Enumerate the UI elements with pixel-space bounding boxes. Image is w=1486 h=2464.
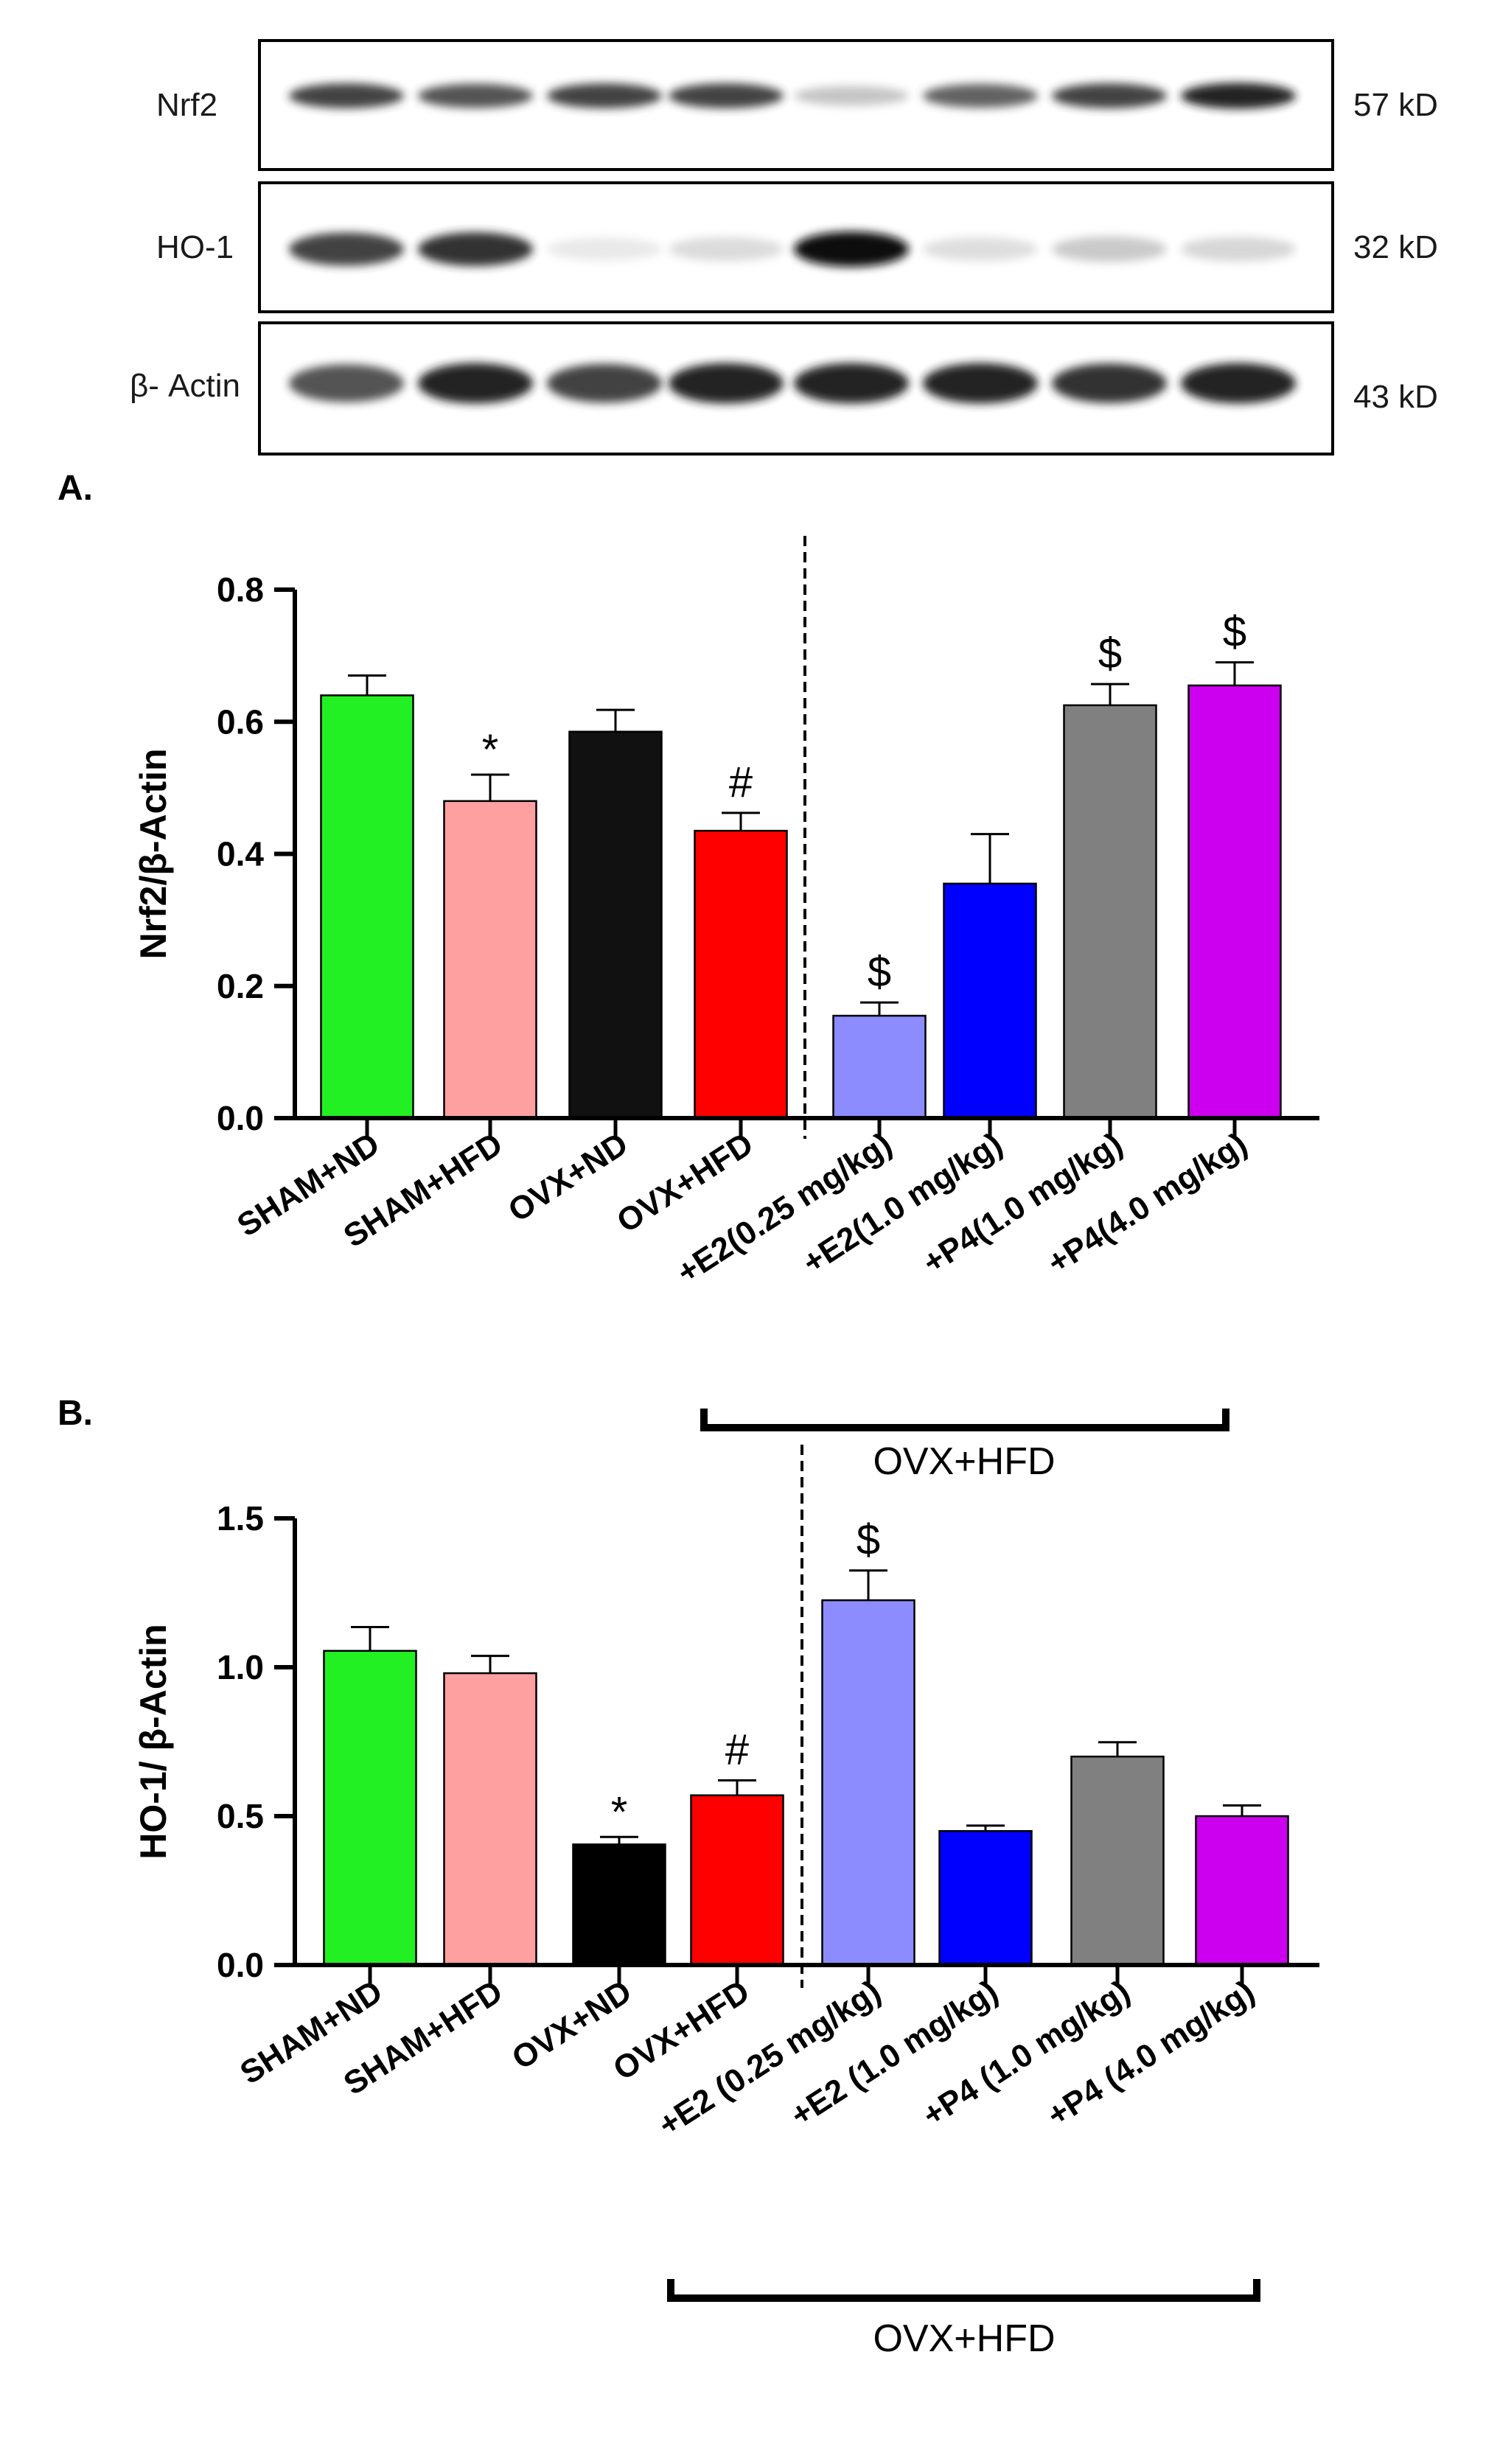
blot-band (794, 363, 909, 404)
blot-band (547, 83, 662, 108)
group-bracket (700, 1409, 1229, 1431)
y-tick-label: 0.0 (217, 1099, 264, 1137)
category-label: +P4(1.0 mg/kg) (916, 1125, 1129, 1281)
significance-mark: $ (1098, 629, 1122, 677)
chart-ho1: *#$0.00.51.01.5SHAM+NDSHAM+HFDOVX+NDOVX+… (133, 1445, 1319, 2360)
blot-band (1052, 363, 1167, 403)
bar (323, 1650, 417, 1966)
blot-band (669, 237, 784, 262)
bar (943, 882, 1037, 1120)
blot-band (923, 83, 1038, 108)
y-tick-label: 0.2 (217, 967, 264, 1005)
blot-protein-actin: β- Actin (130, 368, 240, 404)
bracket-label: OVX+HFD (873, 2317, 1055, 2360)
blot-protein-ho1: HO-1 (156, 229, 234, 265)
y-axis-label: HO-1/ β-Actin (133, 1624, 174, 1859)
blot-band (289, 83, 404, 108)
blot-band (1052, 83, 1167, 108)
blot-band (418, 83, 533, 108)
blot-band (1052, 236, 1167, 262)
significance-mark: $ (1223, 608, 1246, 656)
blot-band (923, 237, 1038, 262)
y-tick-label: 1.0 (217, 1648, 264, 1686)
blot-size-nrf2: 57 kD (1353, 87, 1438, 123)
y-tick-label: 0.5 (217, 1797, 264, 1835)
significance-mark: $ (857, 1516, 880, 1564)
significance-mark: * (482, 726, 499, 774)
bar (320, 694, 414, 1120)
blot-band (1181, 83, 1296, 109)
bands-nrf2 (289, 83, 1296, 109)
group-bracket (667, 2279, 1260, 2302)
blot-band (1181, 363, 1296, 404)
significance-mark: # (729, 758, 753, 806)
panel-a-letter: A. (57, 469, 93, 508)
blot-band (794, 231, 909, 267)
blot-band (547, 363, 662, 403)
bar (1187, 684, 1282, 1120)
y-tick-label: 0.4 (217, 835, 264, 873)
y-tick-label: 1.5 (217, 1499, 264, 1538)
blot-size-actin: 43 kD (1353, 379, 1438, 415)
blot-band (923, 363, 1038, 404)
bands-actin (289, 363, 1296, 404)
significance-mark: * (611, 1788, 628, 1836)
bar (821, 1599, 915, 1966)
bar (1195, 1815, 1289, 1966)
category-label: +E2 (0.25 mg/kg) (652, 1973, 887, 2143)
chart-nrf2: *#$$ $0.00.20.40.60.8SHAM+NDSHAM+HFDOVX+N… (133, 536, 1319, 1483)
bar (938, 1829, 1033, 1966)
significance-mark: # (725, 1726, 749, 1774)
bar (694, 829, 788, 1120)
bar (568, 730, 663, 1120)
y-axis-label: Nrf2/β-Actin (133, 748, 174, 959)
blot-band (669, 83, 784, 108)
blot-band (547, 237, 662, 261)
blot-band (794, 85, 909, 106)
blot-band (669, 363, 784, 404)
blot-size-ho1: 32 kD (1353, 229, 1438, 265)
category-label: +P4 (4.0 mg/kg) (1041, 1973, 1260, 2134)
blot-band (289, 364, 404, 402)
significance-mark: $ (868, 948, 891, 996)
blot-band (418, 363, 533, 404)
bar (572, 1843, 666, 1966)
bar (690, 1794, 784, 1966)
blot-band (1181, 237, 1296, 262)
bar (1070, 1755, 1165, 1966)
bracket-label: OVX+HFD (873, 1440, 1055, 1483)
bands-ho1 (289, 231, 1296, 267)
bar (1063, 704, 1157, 1120)
bar (443, 1672, 537, 1966)
blot-band (289, 232, 404, 266)
blot-box-nrf2 (258, 39, 1334, 171)
panel-b-letter: B. (57, 1394, 93, 1433)
western-blot: Nrf2 HO-1 β- Actin 57 kD 32 kD 43 kD (130, 39, 1438, 456)
y-tick-label: 0.6 (217, 702, 264, 741)
y-tick-label: 0.0 (217, 1946, 264, 1984)
bar (443, 800, 537, 1120)
category-label: +E2(1.0 mg/kg) (796, 1125, 1008, 1281)
blot-band (418, 231, 533, 267)
blot-protein-nrf2: Nrf2 (156, 87, 217, 123)
y-tick-label: 0.8 (217, 570, 264, 609)
bar (832, 1014, 927, 1120)
